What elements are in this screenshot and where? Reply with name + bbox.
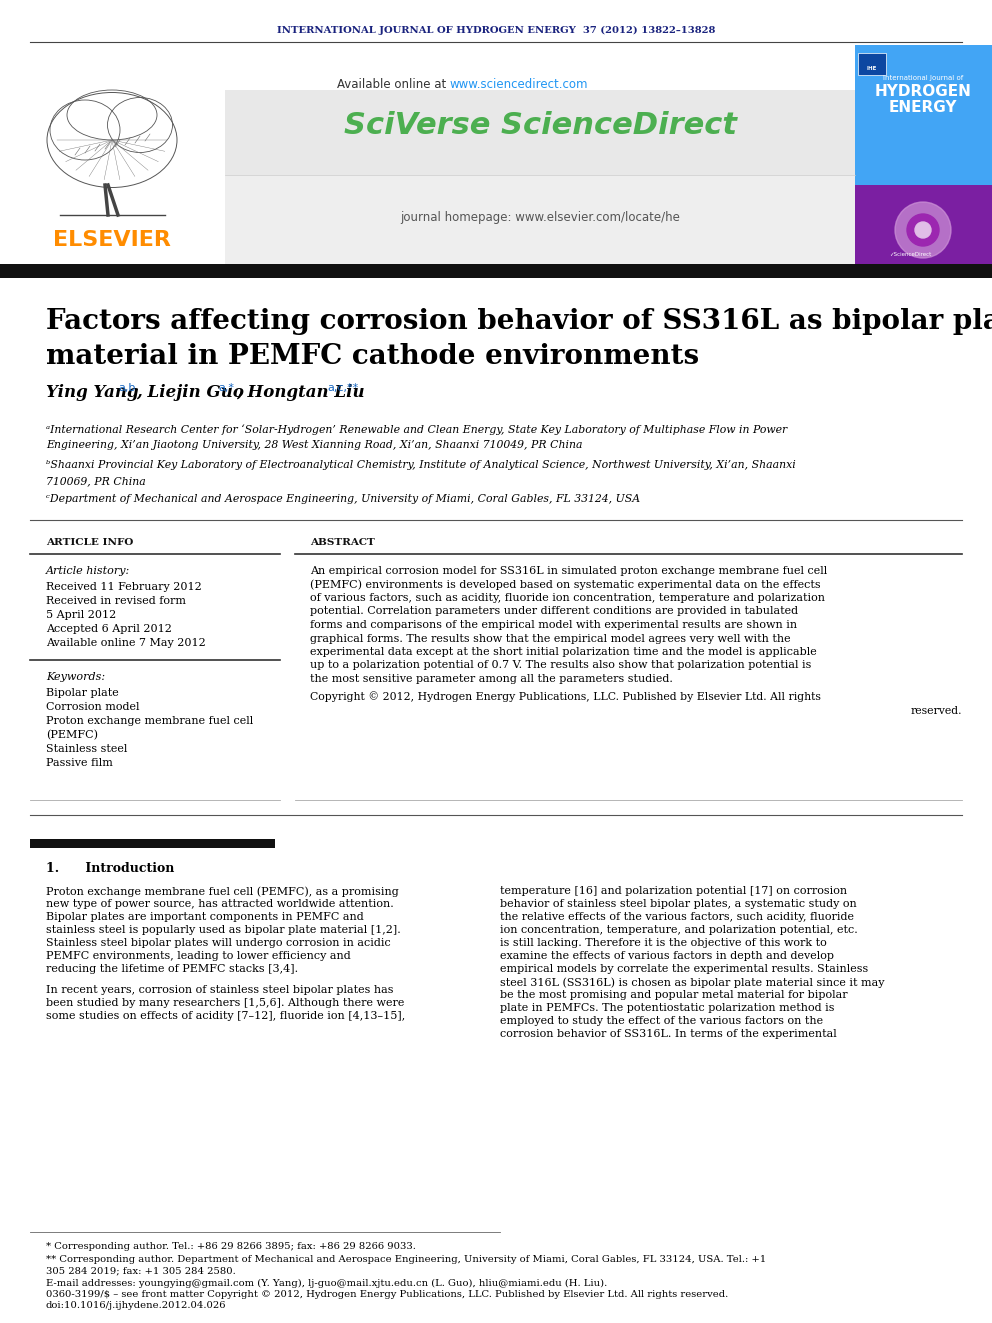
- Bar: [0, 265, 992, 278]
- Text: Received in revised form: Received in revised form: [46, 595, 186, 606]
- Text: ENERGY: ENERGY: [889, 99, 957, 115]
- Bar: [855, 185, 992, 265]
- Text: examine the effects of various factors in depth and develop: examine the effects of various factors i…: [500, 951, 834, 960]
- Text: reserved.: reserved.: [911, 705, 962, 716]
- Text: In recent years, corrosion of stainless steel bipolar plates has: In recent years, corrosion of stainless …: [46, 986, 394, 995]
- Text: steel 316L (SS316L) is chosen as bipolar plate material since it may: steel 316L (SS316L) is chosen as bipolar…: [500, 976, 885, 987]
- Text: plate in PEMFCs. The potentiostatic polarization method is: plate in PEMFCs. The potentiostatic pola…: [500, 1003, 834, 1013]
- Bar: [0, 42, 225, 265]
- Text: journal homepage: www.elsevier.com/locate/he: journal homepage: www.elsevier.com/locat…: [400, 212, 680, 225]
- Text: Available online 7 May 2012: Available online 7 May 2012: [46, 638, 205, 648]
- Text: some studies on effects of acidity [7–12], fluoride ion [4,13–15],: some studies on effects of acidity [7–12…: [46, 1011, 406, 1021]
- Text: Proton exchange membrane fuel cell: Proton exchange membrane fuel cell: [46, 716, 253, 726]
- Text: graphical forms. The results show that the empirical model agrees very well with: graphical forms. The results show that t…: [310, 634, 791, 643]
- Text: new type of power source, has attracted worldwide attention.: new type of power source, has attracted …: [46, 900, 394, 909]
- Text: www.sciencedirect.com: www.sciencedirect.com: [450, 78, 588, 91]
- Text: ion concentration, temperature, and polarization potential, etc.: ion concentration, temperature, and pola…: [500, 925, 858, 935]
- Text: Accepted 6 April 2012: Accepted 6 April 2012: [46, 624, 172, 634]
- Text: 0360-3199/$ – see front matter Copyright © 2012, Hydrogen Energy Publications, L: 0360-3199/$ – see front matter Copyright…: [46, 1290, 728, 1299]
- Text: corrosion behavior of SS316L. In terms of the experimental: corrosion behavior of SS316L. In terms o…: [500, 1029, 836, 1039]
- Text: 305 284 2019; fax: +1 305 284 2580.: 305 284 2019; fax: +1 305 284 2580.: [46, 1266, 236, 1275]
- Text: , Liejin Guo: , Liejin Guo: [136, 384, 244, 401]
- Text: ᵃInternational Research Center for ‘Solar-Hydrogen’ Renewable and Clean Energy, : ᵃInternational Research Center for ‘Sola…: [46, 423, 788, 435]
- Text: (PEMFC) environments is developed based on systematic experimental data on the e: (PEMFC) environments is developed based …: [310, 579, 820, 590]
- Text: International Journal of: International Journal of: [883, 75, 963, 81]
- Text: SciVerse ScienceDirect: SciVerse ScienceDirect: [343, 111, 736, 139]
- Text: Article history:: Article history:: [46, 566, 130, 576]
- Text: potential. Correlation parameters under different conditions are provided in tab: potential. Correlation parameters under …: [310, 606, 799, 617]
- Text: be the most promising and popular metal material for bipolar: be the most promising and popular metal …: [500, 990, 847, 1000]
- Text: material in PEMFC cathode environments: material in PEMFC cathode environments: [46, 343, 699, 370]
- Bar: [858, 53, 886, 75]
- Text: (PEMFC): (PEMFC): [46, 730, 98, 741]
- Text: Corrosion model: Corrosion model: [46, 703, 140, 712]
- Bar: [225, 90, 855, 265]
- Text: behavior of stainless steel bipolar plates, a systematic study on: behavior of stainless steel bipolar plat…: [500, 900, 857, 909]
- Text: is still lacking. Therefore it is the objective of this work to: is still lacking. Therefore it is the ob…: [500, 938, 826, 949]
- Text: employed to study the effect of the various factors on the: employed to study the effect of the vari…: [500, 1016, 823, 1027]
- Text: IHE: IHE: [867, 66, 877, 70]
- Text: ᶜDepartment of Mechanical and Aerospace Engineering, University of Miami, Coral : ᶜDepartment of Mechanical and Aerospace …: [46, 493, 640, 504]
- Text: Received 11 February 2012: Received 11 February 2012: [46, 582, 201, 591]
- Text: been studied by many researchers [1,5,6]. Although there were: been studied by many researchers [1,5,6]…: [46, 998, 405, 1008]
- Text: Stainless steel: Stainless steel: [46, 744, 127, 754]
- Text: experimental data except at the short initial polarization time and the model is: experimental data except at the short in…: [310, 647, 816, 658]
- Text: Keywords:: Keywords:: [46, 672, 105, 681]
- Text: * Corresponding author. Tel.: +86 29 8266 3895; fax: +86 29 8266 9033.: * Corresponding author. Tel.: +86 29 826…: [46, 1242, 416, 1252]
- Text: temperature [16] and polarization potential [17] on corrosion: temperature [16] and polarization potent…: [500, 886, 847, 896]
- Text: empirical models by correlate the experimental results. Stainless: empirical models by correlate the experi…: [500, 964, 868, 974]
- Text: Proton exchange membrane fuel cell (PEMFC), as a promising: Proton exchange membrane fuel cell (PEMF…: [46, 886, 399, 897]
- Text: INTERNATIONAL JOURNAL OF HYDROGEN ENERGY  37 (2012) 13822–13828: INTERNATIONAL JOURNAL OF HYDROGEN ENERGY…: [277, 25, 715, 34]
- Text: reducing the lifetime of PEMFC stacks [3,4].: reducing the lifetime of PEMFC stacks [3…: [46, 964, 299, 974]
- Text: Factors affecting corrosion behavior of SS316L as bipolar plate: Factors affecting corrosion behavior of …: [46, 308, 992, 335]
- Bar: [855, 45, 992, 265]
- Text: a,c,**: a,c,**: [327, 382, 358, 393]
- Text: ᵇShaanxi Provincial Key Laboratory of Electroanalytical Chemistry, Institute of : ᵇShaanxi Provincial Key Laboratory of El…: [46, 460, 796, 470]
- Bar: [225, 90, 855, 175]
- Text: of various factors, such as acidity, fluoride ion concentration, temperature and: of various factors, such as acidity, flu…: [310, 593, 825, 603]
- Text: 1.      Introduction: 1. Introduction: [46, 863, 175, 875]
- Text: Bipolar plates are important components in PEMFC and: Bipolar plates are important components …: [46, 912, 364, 922]
- Text: Stainless steel bipolar plates will undergo corrosion in acidic: Stainless steel bipolar plates will unde…: [46, 938, 391, 949]
- Text: up to a polarization potential of 0.7 V. The results also show that polarization: up to a polarization potential of 0.7 V.…: [310, 660, 811, 671]
- Text: 5 April 2012: 5 April 2012: [46, 610, 116, 620]
- Text: ELSEVIER: ELSEVIER: [53, 230, 171, 250]
- Text: Ying Yang: Ying Yang: [46, 384, 139, 401]
- Bar: [855, 45, 992, 185]
- Text: the most sensitive parameter among all the parameters studied.: the most sensitive parameter among all t…: [310, 673, 673, 684]
- Text: Bipolar plate: Bipolar plate: [46, 688, 119, 699]
- Text: ARTICLE INFO: ARTICLE INFO: [46, 538, 133, 546]
- Text: Engineering, Xi’an Jiaotong University, 28 West Xianning Road, Xi’an, Shaanxi 71: Engineering, Xi’an Jiaotong University, …: [46, 441, 582, 450]
- Text: ABSTRACT: ABSTRACT: [310, 538, 375, 546]
- Text: doi:10.1016/j.ijhydene.2012.04.026: doi:10.1016/j.ijhydene.2012.04.026: [46, 1301, 226, 1310]
- Text: PEMFC environments, leading to lower efficiency and: PEMFC environments, leading to lower eff…: [46, 951, 351, 960]
- Text: ✓ScienceDirect: ✓ScienceDirect: [889, 253, 931, 258]
- Text: Passive film: Passive film: [46, 758, 113, 767]
- Text: the relative effects of the various factors, such acidity, fluoride: the relative effects of the various fact…: [500, 912, 854, 922]
- Text: ** Corresponding author. Department of Mechanical and Aerospace Engineering, Uni: ** Corresponding author. Department of M…: [46, 1256, 766, 1263]
- Text: a,*: a,*: [218, 382, 234, 393]
- Text: forms and comparisons of the empirical model with experimental results are shown: forms and comparisons of the empirical m…: [310, 620, 798, 630]
- Bar: [30, 839, 275, 848]
- Text: An empirical corrosion model for SS316L in simulated proton exchange membrane fu: An empirical corrosion model for SS316L …: [310, 566, 827, 576]
- Text: 710069, PR China: 710069, PR China: [46, 476, 146, 486]
- Circle shape: [907, 214, 939, 246]
- Text: Available online at: Available online at: [337, 78, 450, 91]
- Text: Copyright © 2012, Hydrogen Energy Publications, LLC. Published by Elsevier Ltd. : Copyright © 2012, Hydrogen Energy Public…: [310, 692, 820, 703]
- Text: a,b: a,b: [118, 382, 135, 393]
- Circle shape: [895, 202, 951, 258]
- Circle shape: [915, 222, 931, 238]
- Text: stainless steel is popularly used as bipolar plate material [1,2].: stainless steel is popularly used as bip…: [46, 925, 401, 935]
- Text: E-mail addresses: youngying@gmail.com (Y. Yang), lj-guo@mail.xjtu.edu.cn (L. Guo: E-mail addresses: youngying@gmail.com (Y…: [46, 1279, 607, 1289]
- Text: , Hongtan Liu: , Hongtan Liu: [236, 384, 365, 401]
- Text: HYDROGEN: HYDROGEN: [875, 85, 971, 99]
